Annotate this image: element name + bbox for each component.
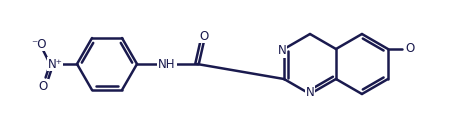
Text: O: O [199, 30, 209, 42]
Text: O: O [39, 79, 48, 92]
Text: N: N [278, 45, 286, 57]
Text: N: N [306, 86, 314, 98]
Text: O: O [405, 42, 415, 56]
Text: NH: NH [158, 57, 176, 71]
Text: ⁻O: ⁻O [31, 38, 47, 50]
Text: N⁺: N⁺ [48, 57, 63, 71]
